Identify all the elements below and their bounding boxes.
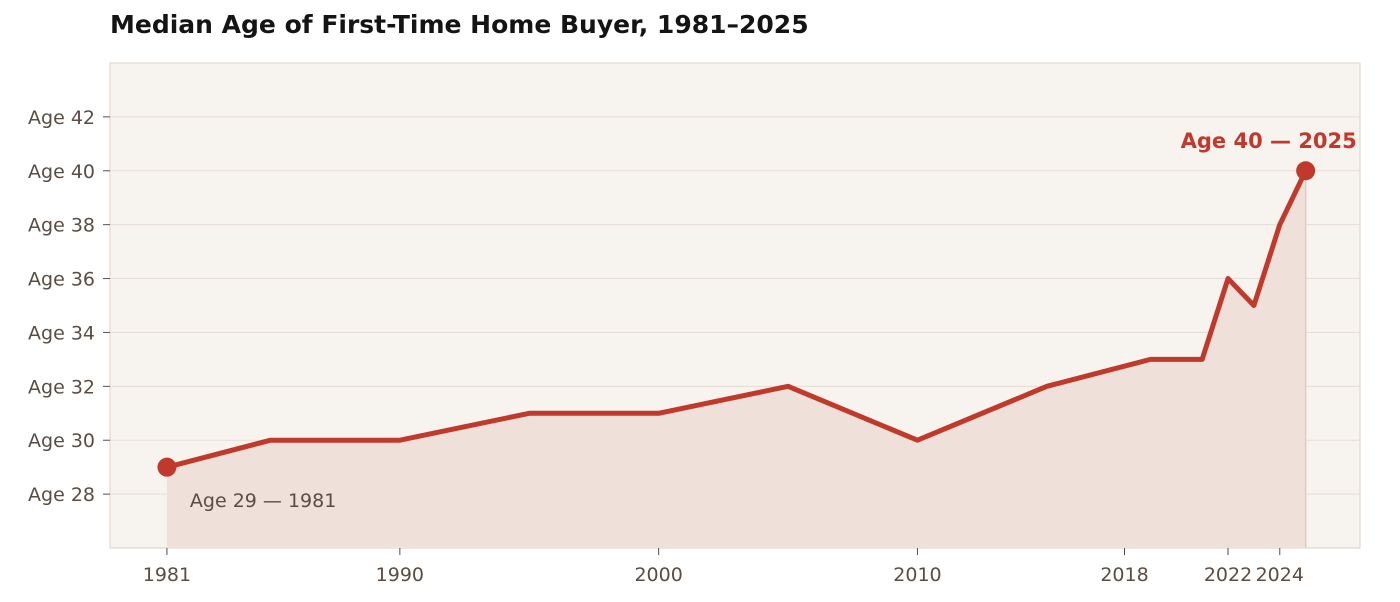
y-tick-label: Age 38 (28, 215, 95, 237)
y-tick-label: Age 34 (28, 322, 95, 344)
y-tick-label: Age 28 (28, 484, 95, 506)
y-tick-label: Age 42 (28, 107, 95, 129)
series-line (164, 168, 1309, 470)
x-tick-label: 2018 (1100, 564, 1148, 586)
x-tick-label: 2024 (1256, 564, 1304, 586)
start-point-marker (157, 457, 177, 477)
x-tick-label: 2022 (1204, 564, 1252, 586)
y-tick-label: Age 36 (28, 269, 95, 291)
x-tick-label: 2000 (634, 564, 682, 586)
x-tick-label: 1990 (376, 564, 424, 586)
y-tick-label: Age 40 (28, 161, 95, 183)
x-axis: 1981 1990 2000 2010 2018 2022 2024 (143, 548, 1304, 586)
start-annotation: Age 29 — 1981 (190, 490, 336, 512)
y-tick-label: Age 32 (28, 376, 95, 398)
x-tick-label: 2010 (893, 564, 941, 586)
end-point-marker (1296, 161, 1316, 181)
x-tick-label: 1981 (143, 564, 191, 586)
y-axis: Age 28 Age 30 Age 32 Age 34 Age 36 Age 38 Age … (28, 107, 110, 506)
chart-title: Median Age of First-Time Home Buyer, 198… (110, 10, 809, 39)
area-fill (166, 170, 1306, 548)
y-tick-label: Age 30 (28, 430, 95, 452)
end-annotation: Age 40 — 2025 (1181, 129, 1357, 153)
